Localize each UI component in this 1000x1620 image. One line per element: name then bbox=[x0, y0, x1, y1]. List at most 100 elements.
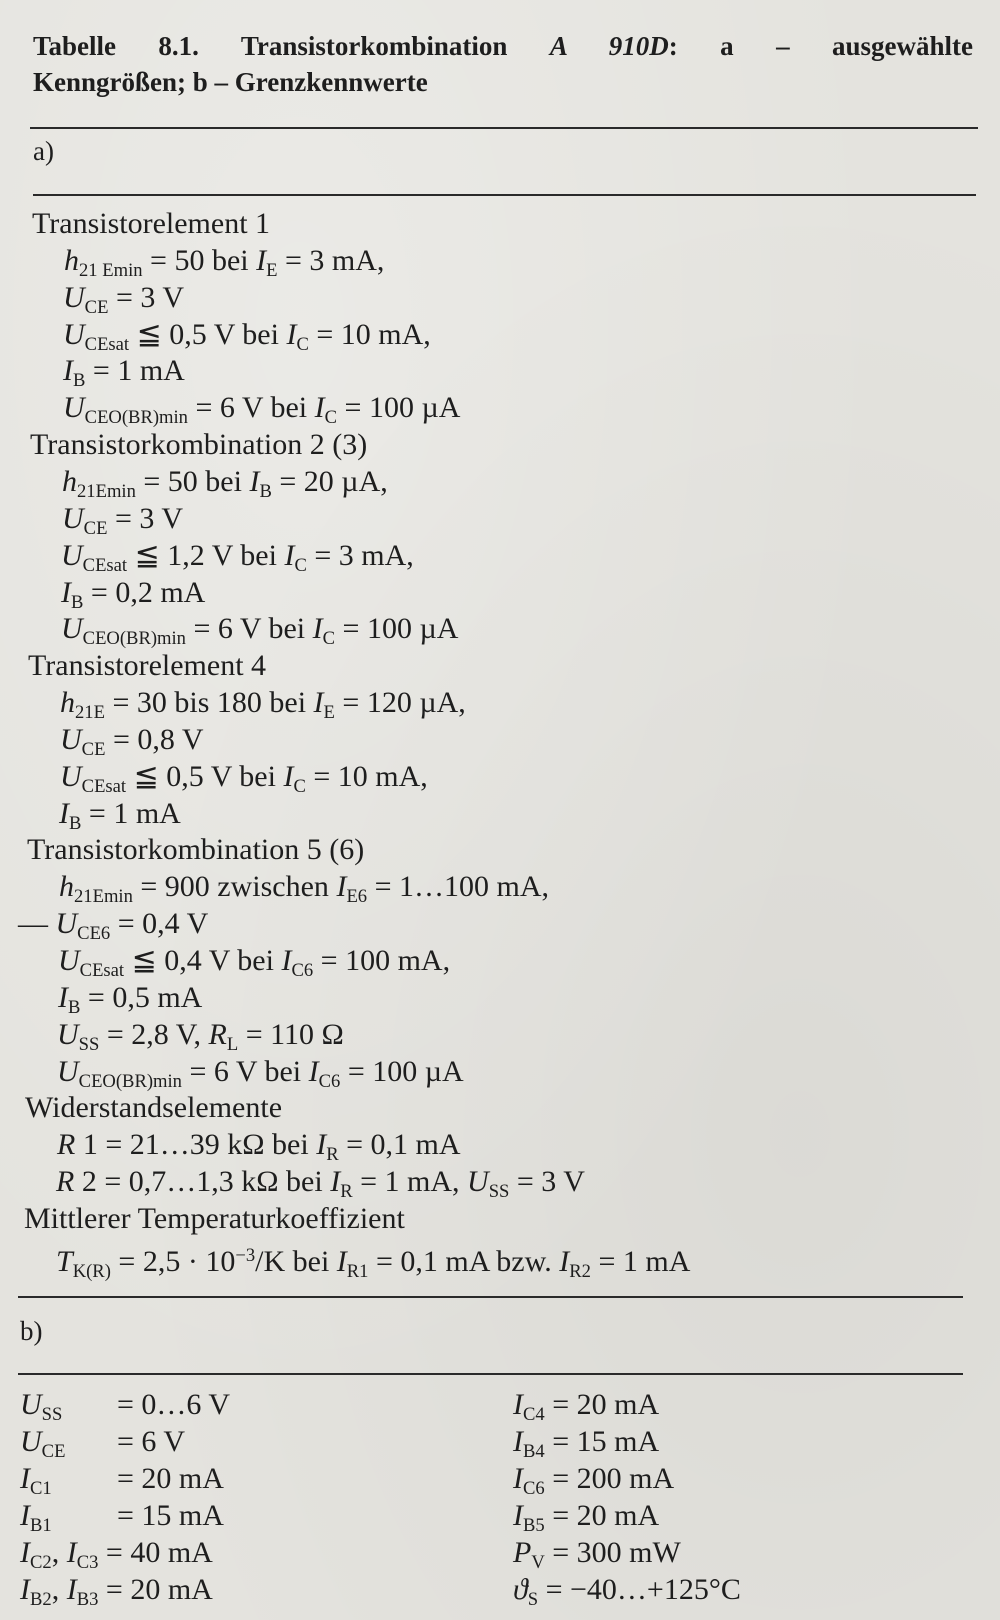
parameter-line: TK(R) = 2,5 · 10−3/K bei IR1 = 0,1 mA bz… bbox=[56, 1237, 690, 1290]
text-segment: Transistorelement 4 bbox=[28, 649, 267, 683]
parameter-line: UCEsat ≦ 1,2 V bei IC = 3 mA, bbox=[61, 537, 414, 584]
text-segment: CEO(BR)min bbox=[78, 1070, 182, 1092]
limit-symbol: IB5 = 20 mA bbox=[513, 1497, 659, 1544]
text-segment: CEsat bbox=[82, 554, 128, 576]
text-segment: B bbox=[259, 480, 272, 502]
text-segment: CEO(BR)min bbox=[82, 628, 186, 650]
text-segment: = 3 V bbox=[107, 501, 183, 535]
text-segment: C2 bbox=[30, 1551, 52, 1573]
text-segment: I bbox=[249, 464, 260, 498]
parameter-line: UCEO(BR)min = 6 V bei IC = 100 µA bbox=[63, 389, 460, 436]
text-segment: = 0,1 mA bbox=[338, 1128, 461, 1162]
text-segment: = 15 mA bbox=[544, 1425, 660, 1458]
text-segment: , bbox=[51, 1573, 67, 1606]
table-title-line-2: Kenngrößen; b – Grenzkennwerte bbox=[33, 64, 973, 100]
text-segment: U bbox=[63, 280, 85, 314]
text-segment: B1 bbox=[30, 1514, 52, 1536]
text-segment: CEsat bbox=[84, 333, 130, 355]
text-segment: I bbox=[66, 1573, 77, 1606]
text-segment: = 100 µA bbox=[337, 391, 461, 425]
text-segment: E6 bbox=[346, 886, 368, 908]
parameter-line: UCE = 3 V bbox=[63, 279, 184, 326]
text-segment: = 20 mA bbox=[98, 1573, 213, 1606]
text-segment: = 0,4 V bbox=[110, 907, 209, 941]
text-segment: I bbox=[316, 1128, 327, 1162]
text-segment: I bbox=[59, 796, 69, 830]
text-segment: = 0,5 mA bbox=[80, 980, 203, 1014]
text-segment: I bbox=[20, 1573, 30, 1606]
text-segment: h bbox=[59, 870, 74, 904]
text-segment: E bbox=[323, 701, 335, 723]
limit-symbol: ϑS = −40…+125°C bbox=[513, 1571, 741, 1618]
text-segment: CEsat bbox=[79, 959, 125, 981]
text-segment: U bbox=[58, 944, 80, 977]
text-segment: V bbox=[531, 1551, 545, 1573]
text-segment: I bbox=[66, 1536, 77, 1569]
parameter-line: h21 Emin = 50 bei IE = 3 mA, bbox=[64, 242, 384, 289]
text-segment: 21Emin bbox=[74, 886, 133, 908]
text-segment: = 110 Ω bbox=[238, 1017, 344, 1051]
limit-symbol: IB4 = 15 mA bbox=[513, 1423, 659, 1470]
text-segment: B bbox=[71, 591, 84, 613]
text-segment: I bbox=[313, 686, 324, 720]
limit-value-row: IC6 = 200 mA bbox=[513, 1460, 674, 1507]
text-segment: = 20 mA bbox=[544, 1388, 660, 1421]
text-segment: I bbox=[256, 243, 267, 277]
text-segment: −3 bbox=[235, 1244, 256, 1266]
text-segment: U bbox=[63, 317, 85, 351]
parameter-line: h21Emin = 50 bei IB = 20 µA, bbox=[62, 463, 388, 510]
text-segment: Transistorkombination 2 (3) bbox=[30, 428, 368, 462]
limit-symbol: USS bbox=[20, 1386, 62, 1433]
text-segment: B bbox=[69, 812, 82, 834]
rule-mid bbox=[18, 1296, 963, 1298]
parameter-line: UCE = 3 V bbox=[62, 500, 183, 547]
text-segment: = 50 bei bbox=[135, 464, 250, 498]
text-segment: CEsat bbox=[81, 775, 127, 797]
text-segment: I bbox=[308, 1054, 319, 1088]
text-segment: SS bbox=[78, 1033, 100, 1055]
text-segment: I bbox=[20, 1499, 30, 1532]
text-segment: I bbox=[20, 1536, 30, 1569]
limit-value-row: IB2, IB3 = 20 mA bbox=[20, 1571, 213, 1618]
text-segment: U bbox=[61, 612, 83, 646]
text-segment: R bbox=[326, 1144, 339, 1166]
text-segment: C bbox=[324, 407, 338, 429]
text-segment: C6 bbox=[291, 959, 314, 981]
text-segment: I bbox=[281, 944, 292, 977]
text-segment: P bbox=[513, 1536, 532, 1569]
text-segment: = 10 mA, bbox=[308, 317, 431, 351]
text-segment: = 15 mA bbox=[117, 1499, 224, 1532]
text-segment: I bbox=[286, 317, 297, 351]
text-segment: = 3 V bbox=[108, 280, 184, 314]
text-segment: = 0,1 mA bzw. bbox=[368, 1245, 560, 1279]
parameter-line: UCEsat ≦ 0,5 V bei IC = 10 mA, bbox=[60, 758, 428, 805]
text-segment: = 1 mA bbox=[590, 1245, 691, 1279]
text-segment: R1 bbox=[346, 1260, 369, 1282]
text-segment: I bbox=[559, 1245, 570, 1279]
group-heading: Transistorkombination 2 (3) bbox=[30, 426, 367, 463]
text-segment: Kenngrößen; b – Grenzkennwerte bbox=[33, 67, 428, 97]
parameter-line: UCE = 0,8 V bbox=[60, 721, 203, 768]
text-segment: : a – ausgewählte bbox=[668, 31, 973, 61]
text-segment: S bbox=[527, 1588, 539, 1610]
text-segment: = 200 mA bbox=[544, 1462, 675, 1495]
text-segment: ≦ 0,5 V bei bbox=[126, 759, 284, 793]
text-segment: = 3 mA, bbox=[277, 243, 385, 277]
limit-symbol: IC2, IC3 = 40 mA bbox=[20, 1534, 213, 1581]
text-segment: U bbox=[63, 391, 85, 425]
text-segment: = 1…100 mA, bbox=[367, 870, 550, 904]
group-heading: Transistorkombination 5 (6) bbox=[27, 831, 364, 868]
text-segment: ≦ 0,5 V bei bbox=[129, 317, 287, 351]
text-segment: Mittlerer Temperaturkoeffizient bbox=[24, 1201, 405, 1235]
text-segment: A 910D bbox=[549, 31, 669, 61]
rule-top bbox=[30, 127, 978, 129]
parameter-line: R 1 = 21…39 kΩ bei IR = 0,1 mA bbox=[57, 1126, 461, 1173]
parameter-line: h21Emin = 900 zwischen IE6 = 1…100 mA, bbox=[59, 868, 549, 915]
text-segment: B5 bbox=[523, 1514, 545, 1536]
text-segment: C bbox=[294, 554, 307, 576]
limit-value-row: UCE = 6 V bbox=[20, 1423, 185, 1470]
limit-value-row: IC2, IC3 = 40 mA bbox=[20, 1534, 213, 1581]
text-segment: = 30 bis 180 bei bbox=[104, 686, 314, 720]
text-segment: R2 bbox=[569, 1260, 591, 1282]
text-segment: I bbox=[284, 538, 295, 572]
